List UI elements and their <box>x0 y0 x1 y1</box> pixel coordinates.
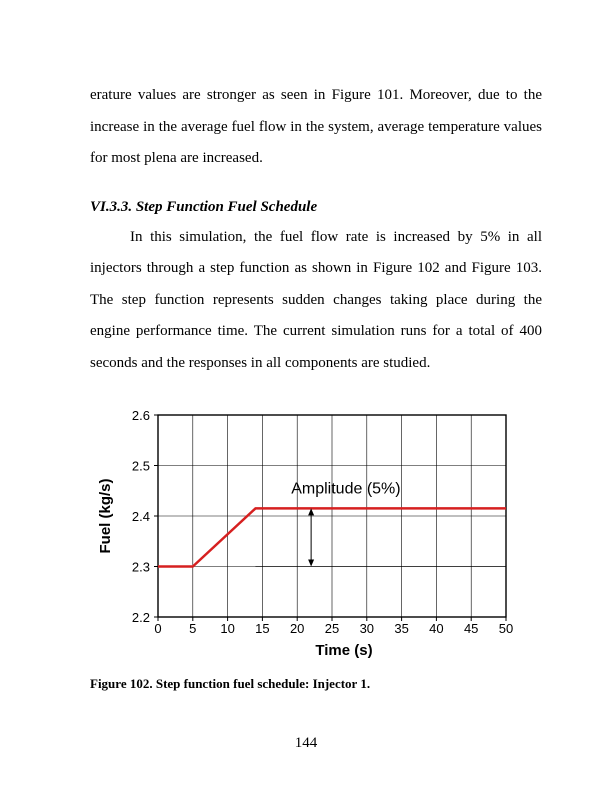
svg-text:2.5: 2.5 <box>132 459 150 474</box>
body-paragraph: In this simulation, the fuel flow rate i… <box>90 222 542 380</box>
svg-text:0: 0 <box>154 621 161 636</box>
svg-text:10: 10 <box>220 621 234 636</box>
svg-text:35: 35 <box>394 621 408 636</box>
page-number: 144 <box>0 735 612 752</box>
svg-text:2.4: 2.4 <box>132 509 150 524</box>
svg-text:Amplitude (5%): Amplitude (5%) <box>291 480 400 497</box>
figure-caption: Figure 102. Step function fuel schedule:… <box>90 676 542 692</box>
svg-text:15: 15 <box>255 621 269 636</box>
svg-text:50: 50 <box>499 621 513 636</box>
svg-text:40: 40 <box>429 621 443 636</box>
svg-text:2.2: 2.2 <box>132 610 150 625</box>
svg-text:5: 5 <box>189 621 196 636</box>
svg-text:Fuel (kg/s): Fuel (kg/s) <box>97 478 114 553</box>
figure-102: 0 5 10 15 20 25 30 35 40 45 50 2.2 2.3 2.4 2.5 2.6 Time … <box>90 403 542 692</box>
svg-text:Time (s): Time (s) <box>315 642 372 659</box>
body-paragraph-continuation: erature values are stronger as seen in F… <box>90 80 542 175</box>
svg-text:25: 25 <box>325 621 339 636</box>
svg-text:30: 30 <box>360 621 374 636</box>
svg-text:45: 45 <box>464 621 478 636</box>
section-heading: VI.3.3. Step Function Fuel Schedule <box>90 199 542 216</box>
fuel-step-chart: 0 5 10 15 20 25 30 35 40 45 50 2.2 2.3 2.4 2.5 2.6 Time … <box>90 403 520 663</box>
svg-text:20: 20 <box>290 621 304 636</box>
svg-text:2.3: 2.3 <box>132 560 150 575</box>
svg-text:2.6: 2.6 <box>132 408 150 423</box>
